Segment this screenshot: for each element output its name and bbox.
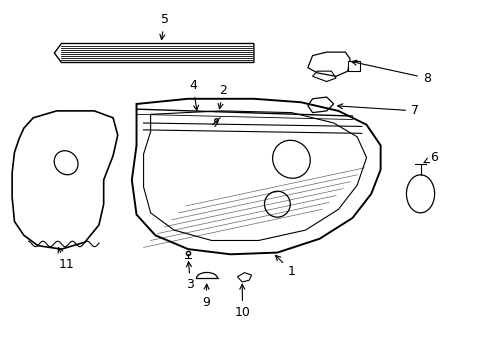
Text: 7: 7	[337, 104, 418, 117]
Ellipse shape	[54, 151, 78, 175]
FancyBboxPatch shape	[347, 61, 359, 71]
Text: 3: 3	[186, 262, 194, 292]
Text: 4: 4	[188, 79, 198, 111]
Text: 9: 9	[202, 284, 209, 309]
Text: 2: 2	[218, 84, 227, 109]
Ellipse shape	[406, 175, 434, 213]
Text: 11: 11	[58, 248, 74, 271]
Ellipse shape	[272, 140, 310, 178]
Text: 5: 5	[160, 13, 168, 40]
Ellipse shape	[264, 191, 290, 217]
Text: 6: 6	[423, 151, 437, 164]
Text: 10: 10	[234, 284, 250, 319]
Text: 1: 1	[275, 255, 295, 278]
Text: 8: 8	[351, 60, 430, 85]
